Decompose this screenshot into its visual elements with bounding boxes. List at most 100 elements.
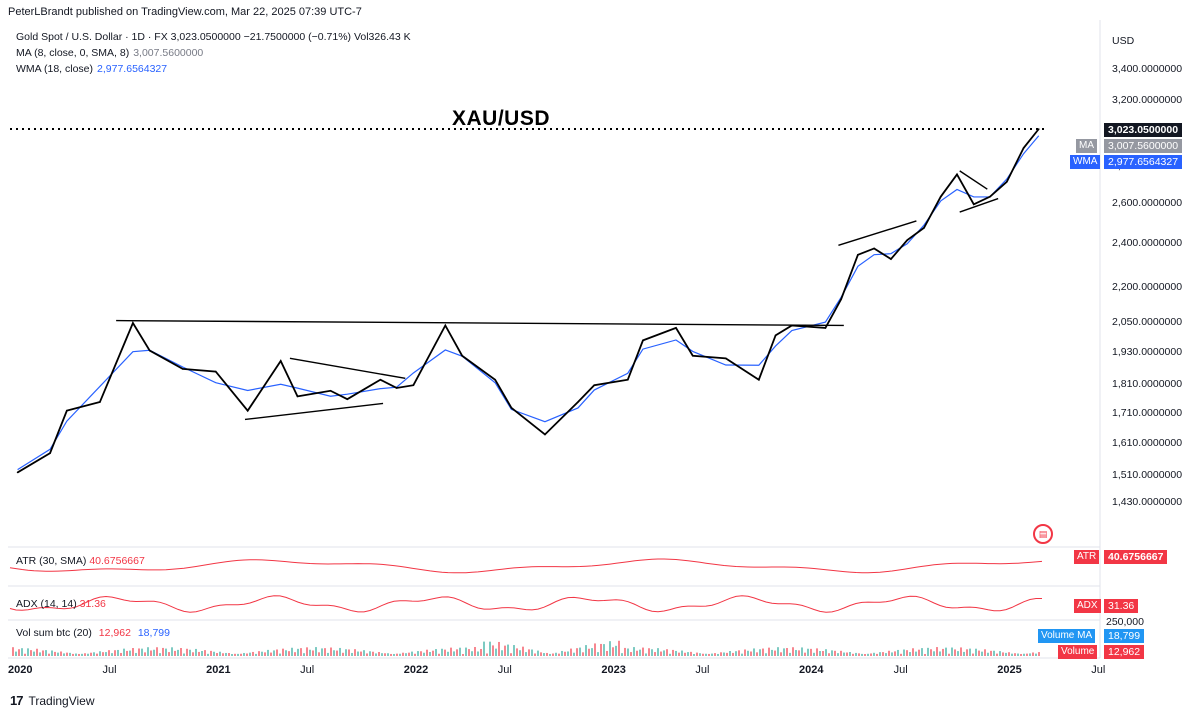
- volume-bar: [354, 649, 356, 656]
- volume-bar: [327, 652, 329, 656]
- volume-bar: [390, 653, 392, 656]
- volume-bar: [588, 648, 590, 656]
- volume-bar: [297, 648, 299, 656]
- volume-bar: [156, 647, 158, 656]
- volume-bar: [243, 652, 245, 656]
- volume-bar: [87, 653, 89, 656]
- volume-bar: [72, 653, 74, 656]
- volume-legend[interactable]: Vol sum btc (20) 12,962 18,799: [16, 627, 170, 639]
- volume-bar: [132, 648, 134, 656]
- volume-bar: [258, 651, 260, 656]
- time-axis-label: Jul: [102, 664, 117, 676]
- volume-bar: [642, 647, 644, 656]
- price-point: [444, 324, 447, 327]
- volume-bar: [378, 651, 380, 656]
- volume-bar: [828, 653, 830, 656]
- volume-bar: [192, 652, 194, 656]
- price-point: [857, 253, 859, 256]
- volume-bar: [894, 651, 896, 656]
- volume-bar: [123, 648, 125, 656]
- volume-bar: [198, 651, 200, 656]
- volume-bar: [762, 648, 764, 656]
- volume-bar: [924, 653, 926, 656]
- adx-label: ADX (14, 14): [16, 598, 77, 610]
- volume-bar: [582, 652, 584, 656]
- volume-bar: [516, 648, 518, 656]
- volume-bar: [360, 651, 362, 656]
- volume-bar: [957, 651, 959, 656]
- channel-upper-line[interactable]: [838, 220, 917, 246]
- price-point: [66, 409, 68, 412]
- price-point: [758, 378, 760, 381]
- time-axis-label: Jul: [695, 664, 710, 676]
- volume-bar: [111, 653, 113, 656]
- volume-bar: [981, 651, 983, 656]
- us-flag-icon[interactable]: ▤: [1033, 524, 1053, 544]
- tradingview-logo[interactable]: 17 TradingView: [10, 693, 95, 708]
- volume-bar: [978, 650, 980, 656]
- axis-currency: USD: [1112, 35, 1135, 47]
- volume-bar: [270, 652, 272, 656]
- price-tick-label: 2,200.0000000: [1112, 280, 1183, 293]
- price-point: [675, 327, 677, 329]
- volume-bar: [879, 652, 881, 656]
- resistance-trendline[interactable]: [116, 319, 844, 327]
- adx-legend[interactable]: ADX (14, 14) 31.36: [16, 598, 106, 610]
- volume-bar: [117, 649, 119, 656]
- volume-bar: [729, 651, 731, 656]
- volume-bar: [108, 650, 110, 656]
- volume-bar: [153, 649, 155, 656]
- volume-bar: [807, 648, 809, 656]
- volume-bar: [864, 653, 866, 656]
- volume-bar: [186, 648, 188, 656]
- price-point: [593, 384, 596, 387]
- atr-legend[interactable]: ATR (30, SMA) 40.6756667: [16, 555, 145, 567]
- volume-bar: [27, 648, 29, 656]
- volume-bar: [717, 653, 719, 656]
- price-point: [329, 389, 332, 392]
- volume-bar: [444, 649, 446, 656]
- volume-bar: [81, 653, 83, 656]
- pennant-upper-line[interactable]: [959, 170, 988, 190]
- volume-bar: [99, 651, 101, 656]
- volume-bar: [525, 652, 527, 656]
- volume-bar: [513, 645, 515, 656]
- volume-bar: [408, 652, 410, 656]
- volume-bar: [12, 647, 14, 656]
- volume-bar: [684, 652, 686, 656]
- volume-bar: [522, 646, 524, 656]
- volume-bar: [222, 653, 224, 656]
- volume-bar: [114, 650, 116, 656]
- price-tick-label: 1,430.0000000: [1112, 495, 1183, 508]
- price-tick-label: 1,610.0000000: [1112, 436, 1183, 449]
- symbol-legend[interactable]: Gold Spot / U.S. Dollar · 1D · FX 3,023.…: [16, 31, 411, 43]
- ma-legend[interactable]: MA (8, close, 0, SMA, 8) 3,007.5600000: [16, 47, 203, 59]
- triangle-lower-line[interactable]: [244, 402, 384, 421]
- volume-bar: [45, 650, 47, 656]
- price-point: [906, 239, 908, 241]
- volume-bar: [810, 648, 812, 656]
- triangle-upper-line[interactable]: [289, 357, 406, 380]
- price-point: [989, 195, 991, 198]
- volume-bar: [636, 650, 638, 656]
- price-point: [923, 227, 925, 229]
- volume-ma-tag: 18,799: [1104, 629, 1145, 643]
- time-axis-label: 2020: [8, 664, 33, 676]
- time-axis-label: 2023: [601, 664, 626, 676]
- wma-legend[interactable]: WMA (18, close) 2,977.6564327: [16, 63, 167, 75]
- price-point: [873, 247, 875, 250]
- price-point: [181, 368, 184, 370]
- volume-bar: [630, 652, 632, 656]
- pennant-lower-line[interactable]: [959, 197, 999, 213]
- volume-bar: [891, 652, 893, 656]
- atr-line: [9, 558, 1043, 574]
- volume-bar: [726, 652, 728, 656]
- volume-bar: [954, 649, 956, 656]
- volume-bar: [306, 647, 308, 656]
- volume-bar: [357, 651, 359, 656]
- price-tick-label: 2,050.0000000: [1112, 316, 1183, 328]
- volume-bar: [261, 651, 263, 656]
- volume-bar: [426, 649, 428, 656]
- volume-bar: [672, 649, 674, 656]
